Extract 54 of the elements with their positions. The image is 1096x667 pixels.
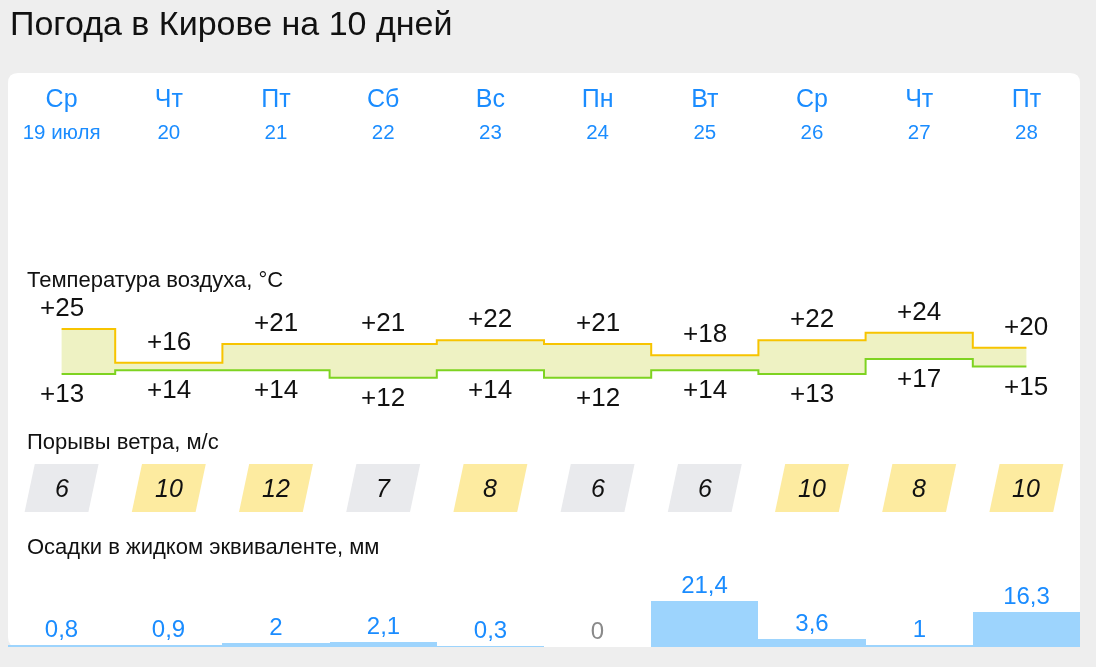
data-label: +13: [40, 378, 85, 408]
data-label: 0,8: [44, 615, 79, 642]
data-label: 10: [155, 474, 183, 502]
data-label: +25: [40, 292, 85, 322]
text: Погода в Кирове на 10 дней: [10, 4, 453, 42]
x-tick-label: Пт 21: [261, 83, 292, 143]
data-label: 6: [591, 474, 605, 502]
data-label: +14: [147, 374, 192, 404]
data-label: 10: [1012, 474, 1040, 502]
x-tick-label: Вт 25: [691, 83, 719, 143]
data-label: +16: [147, 326, 192, 356]
data-label: 12: [262, 474, 290, 502]
data-label: +12: [576, 382, 621, 412]
data-label: 2: [269, 613, 283, 640]
data-label: 8: [912, 474, 926, 502]
data-label: 6: [698, 474, 712, 502]
x-tick-label: Пн 24: [581, 83, 614, 143]
data-label: 0: [590, 617, 605, 644]
data-label: 6: [55, 474, 69, 502]
chart-title: Осадки в жидком эквиваленте, мм: [27, 534, 380, 559]
data-label: 0,9: [151, 615, 186, 642]
x-tick-label: Ср 26: [796, 83, 828, 143]
x-tick-label: Сб 22: [367, 83, 400, 143]
data-label: 3,6: [795, 609, 829, 636]
data-label: +12: [361, 382, 406, 412]
x-tick-label: Пт 28: [1011, 83, 1042, 143]
data-label: 21,4: [681, 571, 728, 598]
data-label: 7: [376, 474, 391, 502]
data-label: +14: [468, 374, 513, 404]
data-label: +14: [254, 374, 299, 404]
data-label: 0,3: [473, 616, 508, 643]
data-label: +18: [683, 318, 728, 348]
data-label: 1: [912, 615, 927, 642]
data-label: +13: [790, 378, 835, 408]
chart-title: Температура воздуха, °C: [27, 267, 284, 292]
x-tick-label: Ср 19 июля: [22, 83, 101, 143]
data-label: +15: [1004, 371, 1049, 401]
data-label: 16,3: [1003, 582, 1050, 609]
data-label: +21: [254, 307, 299, 337]
data-label: +14: [683, 374, 728, 404]
data-label: +22: [790, 303, 835, 333]
text: Порывы ветра, м/с: [27, 429, 219, 454]
data-label: +22: [468, 303, 513, 333]
data-label: +24: [897, 296, 942, 326]
data-label: +21: [361, 307, 406, 337]
x-tick-label: Вс 23: [475, 83, 505, 143]
x-tick-label: Чт 20: [154, 83, 184, 143]
data-label: +17: [897, 363, 942, 393]
data-label: 8: [483, 474, 497, 502]
data-label: +20: [1004, 311, 1049, 341]
x-tick-label: Чт 27: [905, 83, 934, 143]
data-label: +21: [576, 307, 621, 337]
data-label: 2,1: [366, 612, 401, 639]
data-label: 10: [798, 474, 826, 502]
